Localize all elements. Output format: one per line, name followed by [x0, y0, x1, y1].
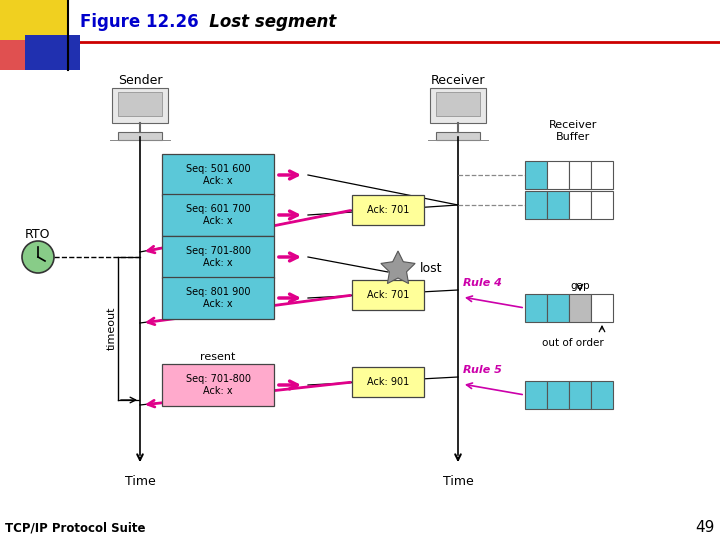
- Bar: [25, 35, 80, 70]
- Circle shape: [22, 241, 54, 273]
- Text: RTO: RTO: [25, 228, 50, 241]
- Bar: [0, 0, 68, 40]
- Text: Receiver
Buffer: Receiver Buffer: [549, 120, 597, 141]
- Bar: [430, 88, 486, 123]
- Text: Ack: 901: Ack: 901: [367, 377, 409, 387]
- FancyBboxPatch shape: [591, 381, 613, 409]
- FancyBboxPatch shape: [569, 191, 591, 219]
- Text: Ack: 701: Ack: 701: [366, 205, 409, 215]
- FancyBboxPatch shape: [162, 236, 274, 278]
- FancyBboxPatch shape: [591, 191, 613, 219]
- Text: resent: resent: [200, 352, 235, 362]
- FancyBboxPatch shape: [591, 161, 613, 189]
- FancyBboxPatch shape: [547, 161, 569, 189]
- FancyBboxPatch shape: [569, 381, 591, 409]
- FancyBboxPatch shape: [162, 277, 274, 319]
- Text: Ack: 701: Ack: 701: [366, 290, 409, 300]
- Text: TCP/IP Protocol Suite: TCP/IP Protocol Suite: [5, 522, 145, 535]
- FancyBboxPatch shape: [525, 381, 547, 409]
- Text: Sender: Sender: [118, 73, 162, 86]
- Text: Rule 4: Rule 4: [463, 278, 502, 288]
- Text: Figure 12.26: Figure 12.26: [80, 13, 199, 31]
- Text: Time: Time: [125, 475, 156, 488]
- FancyBboxPatch shape: [352, 280, 424, 310]
- FancyBboxPatch shape: [547, 191, 569, 219]
- Text: Seq: 801 900
Ack: x: Seq: 801 900 Ack: x: [186, 287, 251, 309]
- Polygon shape: [381, 251, 415, 284]
- Text: timeout: timeout: [107, 307, 117, 350]
- FancyBboxPatch shape: [525, 161, 547, 189]
- Bar: [118, 92, 162, 116]
- FancyBboxPatch shape: [525, 191, 547, 219]
- FancyBboxPatch shape: [591, 294, 613, 322]
- FancyBboxPatch shape: [569, 294, 591, 322]
- Text: Lost segment: Lost segment: [192, 13, 336, 31]
- FancyBboxPatch shape: [352, 195, 424, 225]
- Bar: [0, 28, 55, 70]
- Bar: [112, 88, 168, 123]
- FancyBboxPatch shape: [352, 367, 424, 397]
- FancyBboxPatch shape: [162, 194, 274, 236]
- Text: gap: gap: [570, 281, 590, 291]
- Bar: [436, 132, 480, 140]
- Text: Receiver: Receiver: [431, 73, 485, 86]
- Text: Time: Time: [443, 475, 473, 488]
- Text: out of order: out of order: [542, 338, 604, 348]
- Text: Seq: 601 700
Ack: x: Seq: 601 700 Ack: x: [186, 204, 251, 226]
- Text: Seq: 701-800
Ack: x: Seq: 701-800 Ack: x: [186, 374, 251, 396]
- Text: Rule 5: Rule 5: [463, 365, 502, 375]
- Text: Seq: 701-800
Ack: x: Seq: 701-800 Ack: x: [186, 246, 251, 268]
- Text: Seq: 501 600
Ack: x: Seq: 501 600 Ack: x: [186, 164, 251, 186]
- Text: lost: lost: [420, 262, 443, 275]
- FancyBboxPatch shape: [547, 294, 569, 322]
- FancyBboxPatch shape: [162, 154, 274, 196]
- FancyBboxPatch shape: [569, 161, 591, 189]
- FancyBboxPatch shape: [547, 381, 569, 409]
- FancyBboxPatch shape: [525, 294, 547, 322]
- Bar: [118, 132, 162, 140]
- FancyBboxPatch shape: [162, 364, 274, 406]
- Bar: [436, 92, 480, 116]
- Text: 49: 49: [696, 521, 715, 536]
